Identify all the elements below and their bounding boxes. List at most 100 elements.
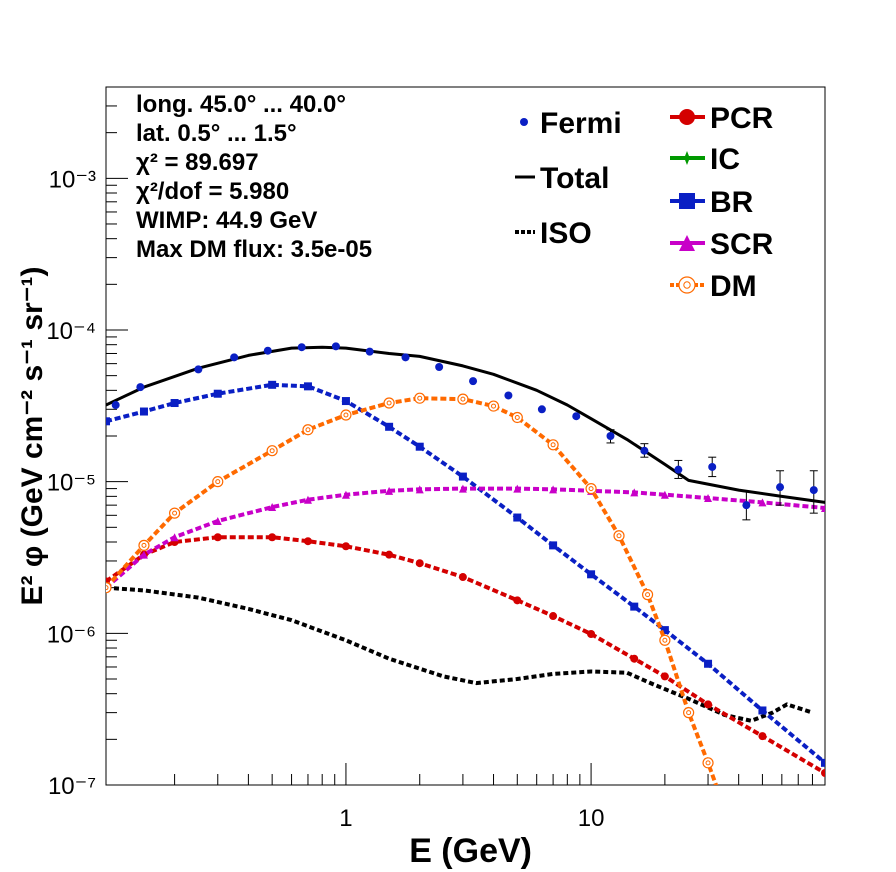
legend-item-iso: ISO	[515, 217, 592, 250]
x-axis-label: E (GeV)	[409, 832, 532, 870]
series-point-dm	[641, 589, 654, 601]
series-iso	[106, 585, 814, 723]
fermi-point	[230, 353, 239, 362]
marker-ring	[641, 589, 654, 601]
marker-core	[705, 760, 711, 766]
series-point-dm	[266, 445, 278, 457]
series-point-br	[303, 382, 312, 391]
marker-core	[460, 396, 466, 402]
series-point-br	[660, 626, 669, 635]
marker-core	[417, 395, 423, 401]
series-point-pcr	[630, 654, 639, 663]
fermi-point	[331, 342, 340, 351]
series-point-scr	[170, 533, 179, 542]
series-point-scr	[341, 490, 350, 499]
fermi-point	[640, 446, 649, 455]
series-point-dm	[547, 439, 559, 451]
series-point-scr	[704, 494, 713, 503]
marker-ring	[340, 409, 352, 421]
legend-label: BR	[710, 186, 754, 219]
fermi-point	[606, 432, 615, 440]
series-dm	[106, 392, 719, 785]
marker-core	[645, 592, 651, 598]
series-point-pcr	[415, 559, 424, 568]
series-point-br	[213, 389, 222, 398]
legend-item-total: Total	[515, 162, 609, 195]
info-line: χ²/dof = 5.980	[136, 178, 289, 205]
marker-core	[588, 486, 594, 492]
series-line-total	[106, 345, 825, 504]
series-point-scr	[758, 498, 767, 507]
series-point-dm	[414, 392, 426, 404]
info-line: Max DM flux: 3.5e-05	[136, 236, 372, 263]
series-point-pcr	[213, 533, 222, 542]
series-point-dm	[511, 411, 523, 424]
marker-ring	[511, 411, 523, 424]
series-line-br	[106, 382, 825, 765]
series-point-dm	[457, 393, 469, 405]
fermi-point	[776, 483, 785, 492]
series-total	[106, 345, 825, 504]
series-point-dm	[702, 757, 714, 769]
series-point-scr	[303, 495, 312, 504]
fermi-point	[194, 365, 203, 374]
series-point-dm	[212, 476, 224, 488]
marker-ring	[212, 476, 224, 488]
series-point-br	[630, 602, 639, 611]
series-point-scr	[821, 504, 825, 513]
series-point-scr	[139, 550, 148, 559]
series-point-pcr	[821, 768, 825, 777]
series-point-br	[268, 380, 277, 389]
series-point-scr	[415, 485, 424, 494]
marker-ring	[383, 397, 395, 409]
legend-label: Fermi	[540, 107, 622, 140]
series-point-pcr	[303, 537, 312, 546]
y-axis-label: E² φ (GeV cm⁻² s⁻¹ sr⁻¹)	[16, 266, 49, 605]
marker-ring	[702, 757, 714, 769]
series-point-br	[341, 397, 350, 406]
marker-ring	[302, 424, 314, 436]
fermi-point	[469, 377, 478, 386]
series-point-scr	[660, 490, 669, 499]
series-point-pcr	[704, 700, 713, 709]
fermi-point	[263, 346, 272, 355]
marker-core	[686, 710, 692, 716]
marker-ring	[659, 634, 671, 646]
marker-ring	[106, 582, 112, 594]
series-point-pcr	[268, 533, 277, 542]
series-point-dm	[683, 707, 695, 719]
series-point-dm	[340, 409, 352, 421]
marker-ring	[266, 445, 278, 457]
series-point-br	[170, 399, 179, 408]
legend-marker	[679, 235, 695, 251]
marker-ring	[683, 707, 695, 719]
series-pcr	[106, 533, 825, 777]
series-point-dm	[383, 397, 395, 409]
y-tick-label: 10⁻⁴	[46, 318, 96, 345]
series-point-br	[513, 513, 522, 522]
y-tick-label: 10⁻⁶	[47, 621, 96, 648]
series-point-br	[139, 407, 148, 416]
legend-item-fermi: Fermi	[520, 107, 622, 140]
marker-core	[616, 533, 622, 539]
fermi-point	[136, 383, 145, 392]
legend-label: ISO	[540, 217, 592, 250]
legend-label: Total	[540, 162, 609, 195]
series-point-pcr	[513, 596, 522, 605]
y-tick-label: 10⁻³	[49, 166, 96, 193]
series-point-scr	[549, 485, 558, 494]
series-point-scr	[513, 484, 522, 493]
series-line-scr	[106, 486, 825, 590]
series-point-scr	[385, 486, 394, 495]
legend-item-scr: SCR	[670, 228, 774, 261]
x-tick-label: 1	[339, 805, 352, 832]
series-point-scr	[213, 517, 222, 526]
legend: Fermi Total ISO PCR IC BR SCR DM	[515, 102, 774, 303]
series-scr	[106, 484, 825, 592]
fermi-point	[537, 405, 546, 414]
fermi-point	[674, 465, 683, 474]
fermi-point	[742, 501, 751, 510]
marker-ring	[487, 400, 500, 412]
marker-ring	[414, 392, 426, 404]
